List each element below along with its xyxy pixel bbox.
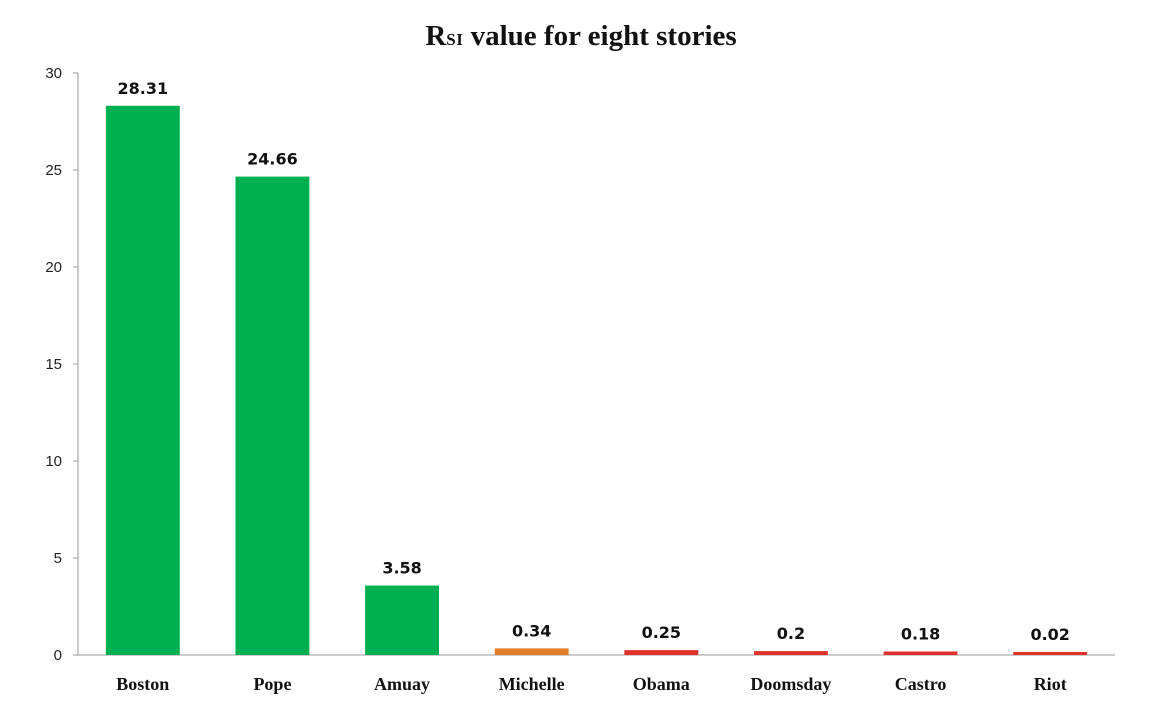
category-label-obama: Obama xyxy=(633,674,690,694)
y-tick-label: 0 xyxy=(54,647,62,664)
data-label-riot: 0.02 xyxy=(1030,625,1069,644)
category-label-amuay: Amuay xyxy=(374,674,430,694)
chart-title: RSI value for eight stories xyxy=(0,20,1162,53)
y-tick-label: 5 xyxy=(54,550,62,567)
y-tick-label: 10 xyxy=(45,453,62,470)
data-label-pope: 24.66 xyxy=(247,150,298,169)
data-label-amuay: 3.58 xyxy=(382,559,421,578)
bar-michelle xyxy=(494,648,569,655)
category-label-castro: Castro xyxy=(895,674,947,694)
data-label-boston: 28.31 xyxy=(118,79,169,98)
data-label-michelle: 0.34 xyxy=(512,621,551,640)
bar-pope xyxy=(235,176,310,655)
title-main: R xyxy=(425,20,447,52)
category-label-pope: Pope xyxy=(253,674,291,694)
bar-castro xyxy=(883,651,958,655)
bar-boston xyxy=(105,105,180,655)
y-tick-label: 30 xyxy=(45,65,62,82)
category-label-boston: Boston xyxy=(116,674,169,694)
bar-doomsday xyxy=(753,651,828,655)
category-label-doomsday: Doomsday xyxy=(750,674,831,694)
bar-riot xyxy=(1013,652,1088,655)
y-tick-label: 20 xyxy=(45,259,62,276)
category-label-michelle: Michelle xyxy=(499,674,565,694)
category-label-riot: Riot xyxy=(1034,674,1067,694)
bar-obama xyxy=(624,650,699,655)
data-label-obama: 0.25 xyxy=(642,623,681,642)
title-subscript: SI xyxy=(446,30,464,49)
y-tick-label: 25 xyxy=(45,162,62,179)
y-tick-label: 15 xyxy=(45,356,62,373)
data-label-castro: 0.18 xyxy=(901,625,940,644)
data-label-doomsday: 0.2 xyxy=(777,624,805,643)
title-rest: value for eight stories xyxy=(463,20,737,52)
bar-amuay xyxy=(365,585,440,655)
